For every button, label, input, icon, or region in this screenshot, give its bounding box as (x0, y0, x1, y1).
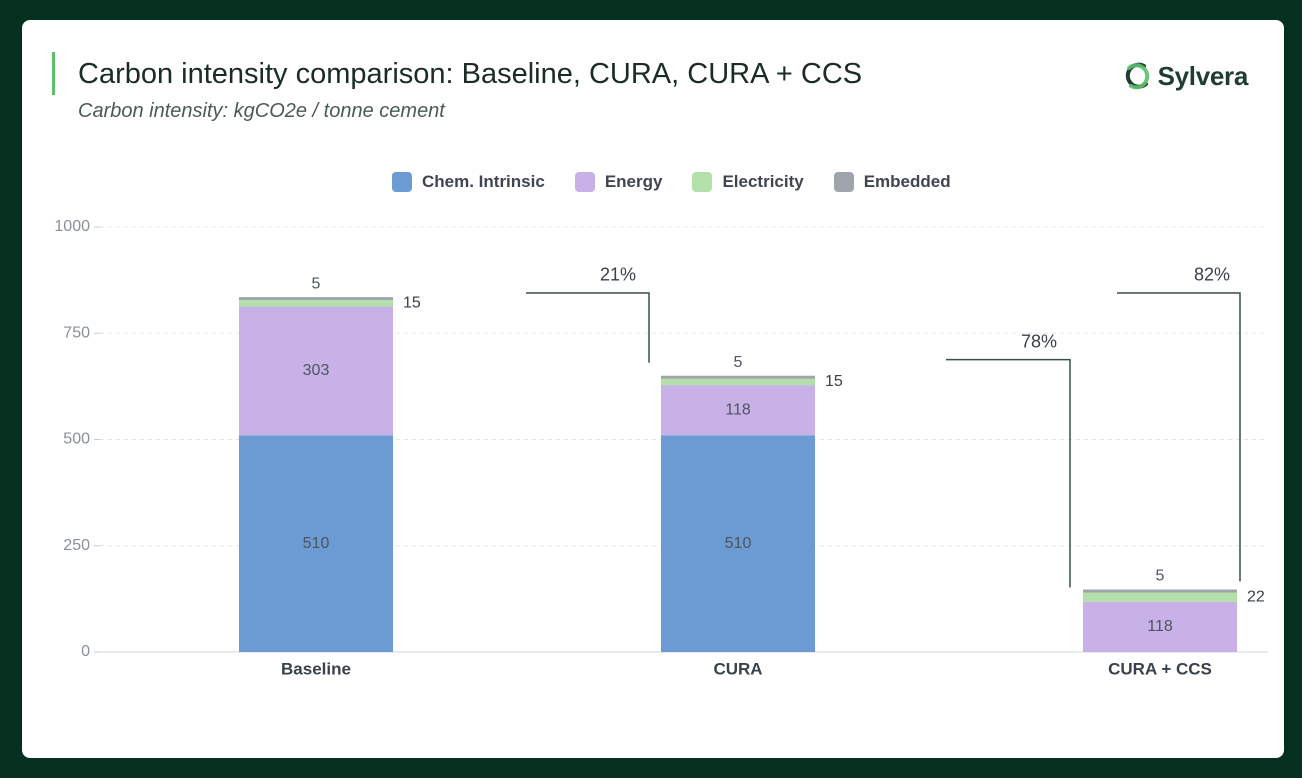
x-category-label-1: CURA (713, 659, 762, 678)
legend-swatch-electricity (692, 172, 713, 192)
legend-label-chem: Chem. Intrinsic (422, 172, 545, 191)
legend-swatch-energy (574, 172, 595, 192)
legend-label-electricity: Electricity (722, 172, 804, 191)
legend-label-energy: Energy (604, 172, 663, 191)
bar-electricity-1 (661, 378, 815, 386)
bar-electricity-2 (1083, 592, 1237, 602)
bar-embedded-0 (239, 297, 393, 301)
data-label-embedded-0: 5 (312, 275, 321, 292)
reduction-label-1: 78% (1021, 331, 1057, 351)
y-tick-label-500: 500 (63, 431, 90, 448)
data-label-chem-0: 510 (303, 535, 330, 552)
bar-energy-2 (1083, 601, 1237, 652)
reduction-connector-0 (526, 292, 650, 363)
bar-embedded-1 (661, 375, 815, 379)
sylvera-logo-icon (1125, 62, 1149, 90)
bar-energy-1 (661, 385, 815, 436)
brand-name: Sylvera (1157, 60, 1249, 91)
x-category-label-0: Baseline (281, 659, 351, 678)
brand-logo: Sylvera (1122, 60, 1248, 92)
legend-swatch-chem (392, 172, 412, 192)
data-label-electricity-1: 15 (825, 373, 843, 390)
data-label-embedded-1: 5 (734, 354, 743, 371)
bar-electricity-0 (239, 300, 393, 307)
reduction-label-2: 82% (1194, 265, 1230, 285)
data-label-embedded-2: 5 (1156, 568, 1165, 585)
reduction-connector-1 (946, 358, 1071, 588)
bar-embedded-2 (1083, 589, 1237, 593)
legend-item-chem[interactable]: Chem. Intrinsic (392, 172, 545, 192)
bar-energy-0 (239, 306, 393, 436)
chart-subtitle: Carbon intensity: kgCO2e / tonne cement (78, 100, 445, 122)
data-label-electricity-2: 22 (1247, 588, 1265, 605)
data-label-energy-0: 303 (303, 362, 330, 379)
y-tick-label-1000: 1000 (54, 218, 90, 235)
x-category-label-2: CURA + CCS (1108, 659, 1212, 678)
data-label-energy-1: 118 (725, 401, 751, 418)
title-accent-bar (52, 52, 55, 95)
data-label-electricity-0: 15 (403, 295, 421, 312)
legend-item-electricity[interactable]: Electricity (692, 172, 804, 192)
bar-chem-0 (239, 435, 393, 652)
chart-legend: Chem. Intrinsic Energy Electricity Embed… (392, 172, 951, 192)
bar-chem-1 (661, 435, 815, 652)
legend-swatch-embedded (833, 172, 854, 192)
reduction-connector-2 (1117, 292, 1241, 582)
chart-card: Carbon intensity comparison: Baseline, C… (22, 20, 1284, 758)
legend-label-embedded: Embedded (863, 172, 951, 191)
stacked-bar-chart: 0 250 500 750 1000 510 303 15 5 Baseline 510 118 15 5… (54, 218, 1268, 678)
data-label-chem-1: 510 (725, 535, 752, 552)
data-label-energy-2: 118 (1147, 618, 1173, 635)
y-tick-label-250: 250 (63, 537, 90, 554)
reduction-label-0: 21% (600, 265, 636, 285)
chart-title: Carbon intensity comparison: Baseline, C… (78, 58, 863, 90)
legend-item-embedded[interactable]: Embedded (833, 172, 951, 192)
y-tick-label-0: 0 (81, 643, 90, 660)
y-tick-label-750: 750 (63, 324, 90, 341)
legend-item-energy[interactable]: Energy (574, 172, 663, 192)
